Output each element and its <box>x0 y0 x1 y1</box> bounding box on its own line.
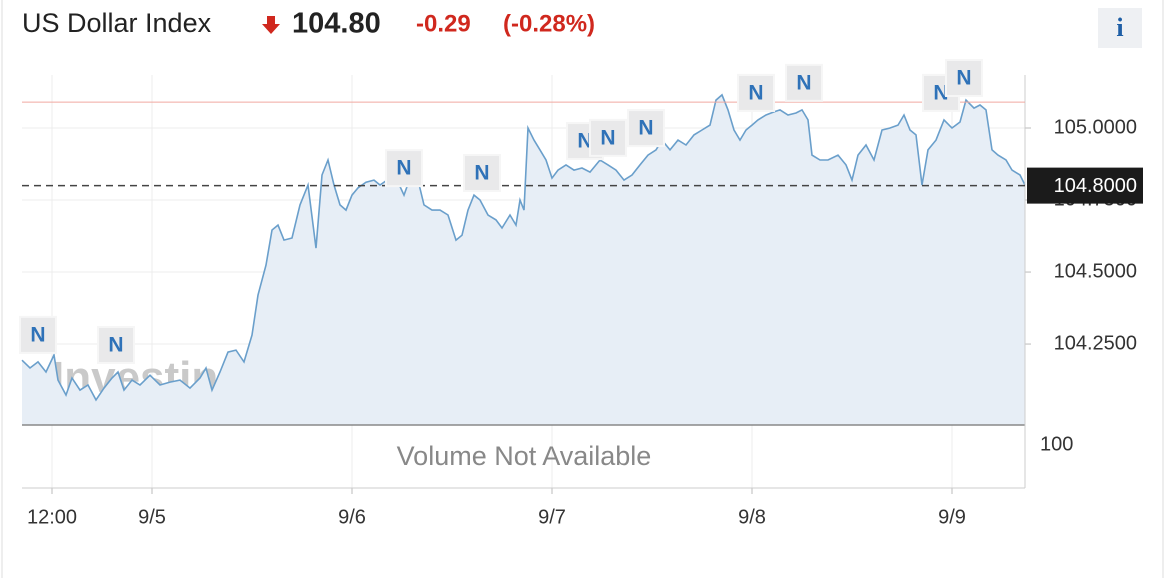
x-tick-label: 9/5 <box>138 506 166 528</box>
x-tick-label: 9/7 <box>538 506 566 528</box>
news-marker <box>97 325 135 364</box>
news-marker <box>385 149 423 188</box>
y-tick-label: 104.2500 <box>1054 332 1137 354</box>
news-marker <box>589 118 627 157</box>
news-label: N <box>956 67 971 90</box>
y-tick-label: 104.5000 <box>1054 260 1137 282</box>
title: US Dollar Index <box>22 8 212 38</box>
news-label: N <box>108 334 123 357</box>
news-label: N <box>748 81 763 104</box>
news-label: N <box>577 130 592 153</box>
change-pct: (-0.28%) <box>503 10 595 37</box>
area <box>22 94 1025 426</box>
info-button[interactable] <box>1098 8 1142 48</box>
x-tick-label: 9/6 <box>338 506 366 528</box>
info-icon[interactable]: i <box>1116 13 1123 42</box>
news-label: N <box>600 126 615 149</box>
down-arrow <box>262 16 280 34</box>
line <box>21 93 1026 402</box>
news-marker <box>463 154 501 193</box>
x-tick-label: 9/8 <box>738 506 766 528</box>
current-price-box <box>1027 167 1143 204</box>
current-price-label: 104.8000 <box>1054 175 1137 197</box>
news-label: N <box>638 117 653 140</box>
x-tick-label: 12:00 <box>27 506 77 528</box>
news-label: N <box>933 81 948 104</box>
news-marker <box>19 315 57 354</box>
change: -0.29 <box>416 10 471 37</box>
news-label: N <box>30 323 45 346</box>
x-tick-label: 9/9 <box>938 506 966 528</box>
price: 104.80 <box>292 8 381 40</box>
news-marker <box>945 59 983 97</box>
news-marker <box>627 109 665 148</box>
news-marker <box>737 73 775 112</box>
news-label: N <box>474 162 489 185</box>
news-marker <box>785 63 823 102</box>
volume-tick-label: 100 <box>1040 433 1073 455</box>
volume-message: Volume Not Available <box>397 441 652 471</box>
news-label: N <box>796 71 811 94</box>
news-label: N <box>396 157 411 180</box>
y-tick-label: 105.0000 <box>1054 116 1137 138</box>
